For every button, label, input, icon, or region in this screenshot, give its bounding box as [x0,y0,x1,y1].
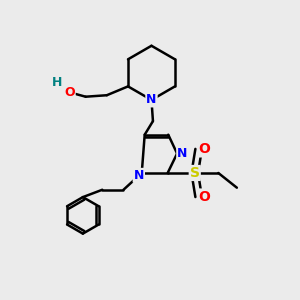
Text: O: O [199,142,210,156]
Text: H: H [52,76,62,89]
Text: N: N [134,169,144,182]
Text: S: S [190,166,200,180]
Text: O: O [199,190,210,203]
Text: O: O [64,86,75,99]
Text: N: N [146,93,157,106]
Text: N: N [177,147,188,160]
